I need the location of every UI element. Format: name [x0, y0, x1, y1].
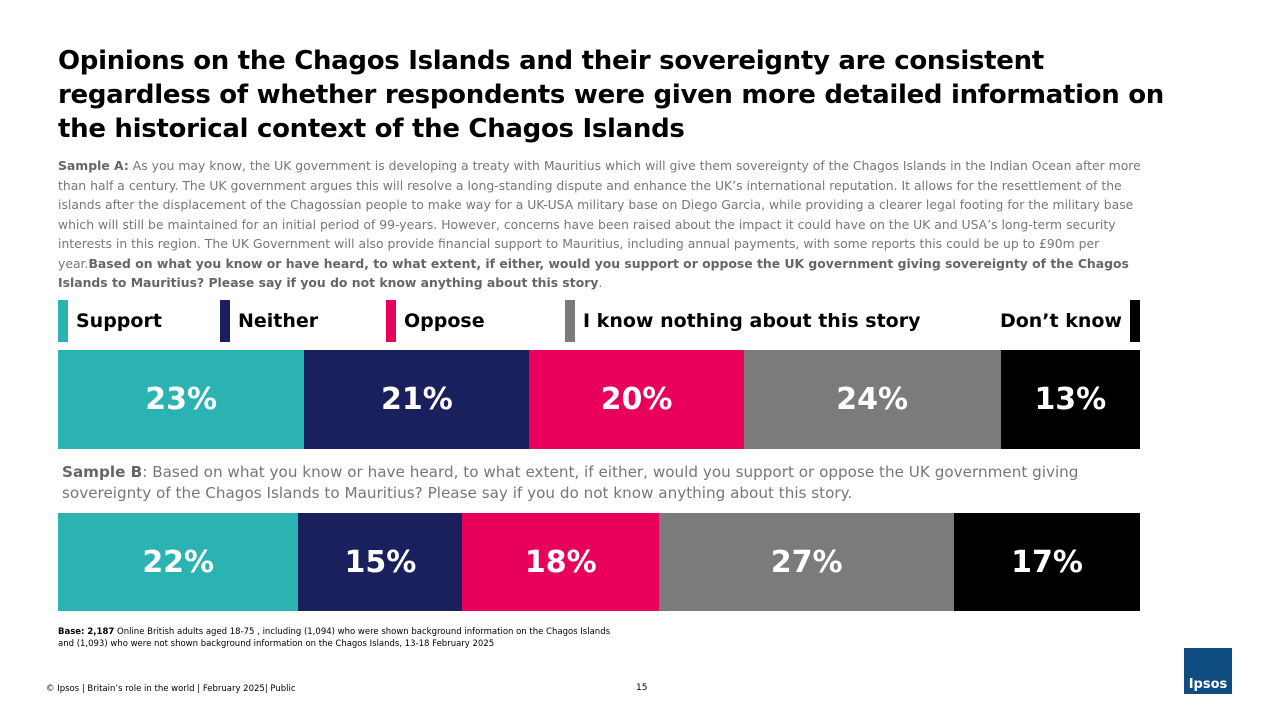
bar-segment: 13% [1000, 350, 1140, 449]
sample-label: Sample A: [58, 158, 129, 173]
legend-label: Oppose [404, 310, 485, 332]
value-label: 21% [380, 382, 453, 417]
legend-item: Oppose [386, 300, 485, 342]
legend-item: Support [58, 300, 162, 342]
legend-label: Support [76, 310, 162, 332]
page-number: 15 [636, 683, 648, 693]
logo: Ipsos [1184, 648, 1232, 694]
legend-swatch [565, 300, 575, 342]
sample-label: Sample B [62, 463, 143, 481]
bar-segment: 21% [304, 350, 530, 449]
sample-text: : Based on what you know or have heard, … [62, 463, 1079, 502]
legend-label: Don’t know [999, 310, 1122, 332]
source: © Ipsos | Britain’s role in the world | … [46, 684, 296, 694]
legend-item: I know nothing about this story [565, 300, 920, 342]
value-label: 13% [1034, 382, 1107, 417]
value-label: 15% [344, 544, 417, 580]
legend-label: I know nothing about this story [583, 310, 921, 332]
value-label: 22% [142, 544, 215, 580]
sample-a-text: Sample A: As you may know, the UK govern… [58, 156, 1148, 293]
title: Opinions on the Chagos Islands and their… [58, 46, 1164, 144]
value-label: 23% [145, 382, 218, 417]
legend-swatch [386, 300, 396, 342]
legend-swatch [58, 300, 68, 342]
bar-segment: 27% [659, 513, 955, 611]
bar-segment: 15% [298, 513, 463, 611]
base-text: Online British adults aged 18-75 , inclu… [58, 627, 611, 649]
base-note: Base: 2,187 Online British adults aged 1… [58, 626, 618, 650]
sample-b-text: Sample B: Based on what you know or have… [62, 462, 1142, 504]
bar-segment: 23% [58, 350, 305, 449]
bar-segment: 24% [743, 350, 1001, 449]
sample-text: As you may know, the UK government is de… [58, 158, 1141, 271]
legend-swatch [1130, 300, 1140, 342]
legend-item: Neither [220, 300, 318, 342]
sample-text: Based on what you know or have heard, to… [58, 255, 1129, 291]
sample-text: . [598, 275, 603, 290]
bar-segment: 22% [58, 513, 299, 611]
bar-segment: 18% [462, 513, 660, 611]
value-label: 20% [600, 382, 673, 417]
bar-segment: 17% [954, 513, 1140, 611]
legend-label: Neither [238, 310, 319, 332]
legend-swatch [220, 300, 230, 342]
bar-segment: 20% [529, 350, 744, 449]
value-label: 17% [1011, 544, 1083, 580]
legend-item: Don’t know [1000, 300, 1140, 342]
value-label: 24% [836, 382, 909, 417]
base-label: Base: 2,187 [58, 627, 115, 637]
value-label: 18% [524, 544, 597, 580]
value-label: 27% [770, 544, 843, 580]
